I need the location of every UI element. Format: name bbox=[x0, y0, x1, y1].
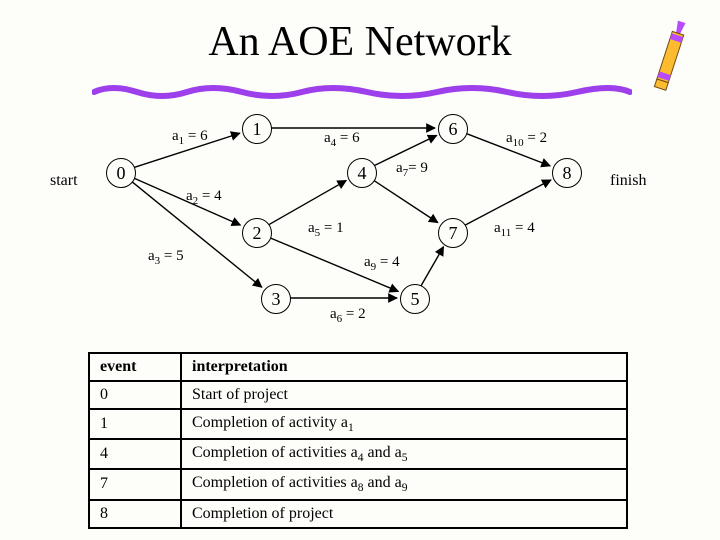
node-3: 3 bbox=[261, 284, 291, 314]
edge-label-2-5: a9 = 4 bbox=[364, 254, 400, 273]
node-4: 4 bbox=[347, 158, 377, 188]
node-7: 7 bbox=[438, 218, 468, 248]
cell-event: 7 bbox=[89, 469, 181, 499]
node-8: 8 bbox=[552, 158, 582, 188]
cell-interpretation: Start of project bbox=[181, 381, 627, 409]
edge-4-7 bbox=[373, 180, 438, 223]
cell-interpretation: Completion of activities a4 and a5 bbox=[181, 439, 627, 469]
table-row: 1Completion of activity a1 bbox=[89, 409, 627, 439]
node-0: 0 bbox=[106, 158, 136, 188]
start-label: start bbox=[50, 172, 78, 190]
cell-event: 8 bbox=[89, 500, 181, 528]
edge-label-0-2: a2 = 4 bbox=[186, 188, 222, 207]
table-row: 7Completion of activities a8 and a9 bbox=[89, 469, 627, 499]
table-row: 0Start of project bbox=[89, 381, 627, 409]
edge-7-8 bbox=[464, 180, 551, 226]
interpretation-table: event interpretation 0Start of project1C… bbox=[88, 352, 628, 529]
cell-event: 4 bbox=[89, 439, 181, 469]
title-underline bbox=[92, 82, 632, 102]
edge-5-7 bbox=[421, 247, 444, 286]
edge-label-2-4: a5 = 1 bbox=[308, 220, 344, 239]
node-6: 6 bbox=[438, 114, 468, 144]
edge-label-1-6: a4 = 6 bbox=[324, 130, 360, 149]
page-title: An AOE Network bbox=[0, 18, 720, 66]
node-5: 5 bbox=[400, 284, 430, 314]
edge-label-3-5: a6 = 2 bbox=[330, 306, 366, 325]
col-interpretation: interpretation bbox=[181, 353, 627, 381]
edge-2-4 bbox=[268, 180, 346, 225]
col-event: event bbox=[89, 353, 181, 381]
table-row: 4Completion of activities a4 and a5 bbox=[89, 439, 627, 469]
cell-event: 1 bbox=[89, 409, 181, 439]
edge-label-0-1: a1 = 6 bbox=[172, 128, 208, 147]
node-1: 1 bbox=[242, 114, 272, 144]
edge-layer bbox=[50, 110, 670, 320]
finish-label: finish bbox=[610, 172, 646, 190]
cell-interpretation: Completion of activities a8 and a9 bbox=[181, 469, 627, 499]
cell-event: 0 bbox=[89, 381, 181, 409]
cell-interpretation: Completion of project bbox=[181, 500, 627, 528]
table-header: event interpretation bbox=[89, 353, 627, 381]
node-2: 2 bbox=[242, 218, 272, 248]
aoe-diagram: start finish 0 1 6 4 8 2 7 3 5 a1 = 6 a4 = 6 a10 = … bbox=[50, 110, 670, 320]
edge-label-7-8: a11 = 4 bbox=[494, 220, 535, 239]
cell-interpretation: Completion of activity a1 bbox=[181, 409, 627, 439]
edge-label-6-8: a10 = 2 bbox=[506, 130, 547, 149]
edge-label-0-3: a3 = 5 bbox=[148, 248, 184, 267]
crayon-icon bbox=[642, 18, 698, 98]
table-row: 8Completion of project bbox=[89, 500, 627, 528]
edge-label-4-7: a7= 9 bbox=[396, 160, 428, 179]
